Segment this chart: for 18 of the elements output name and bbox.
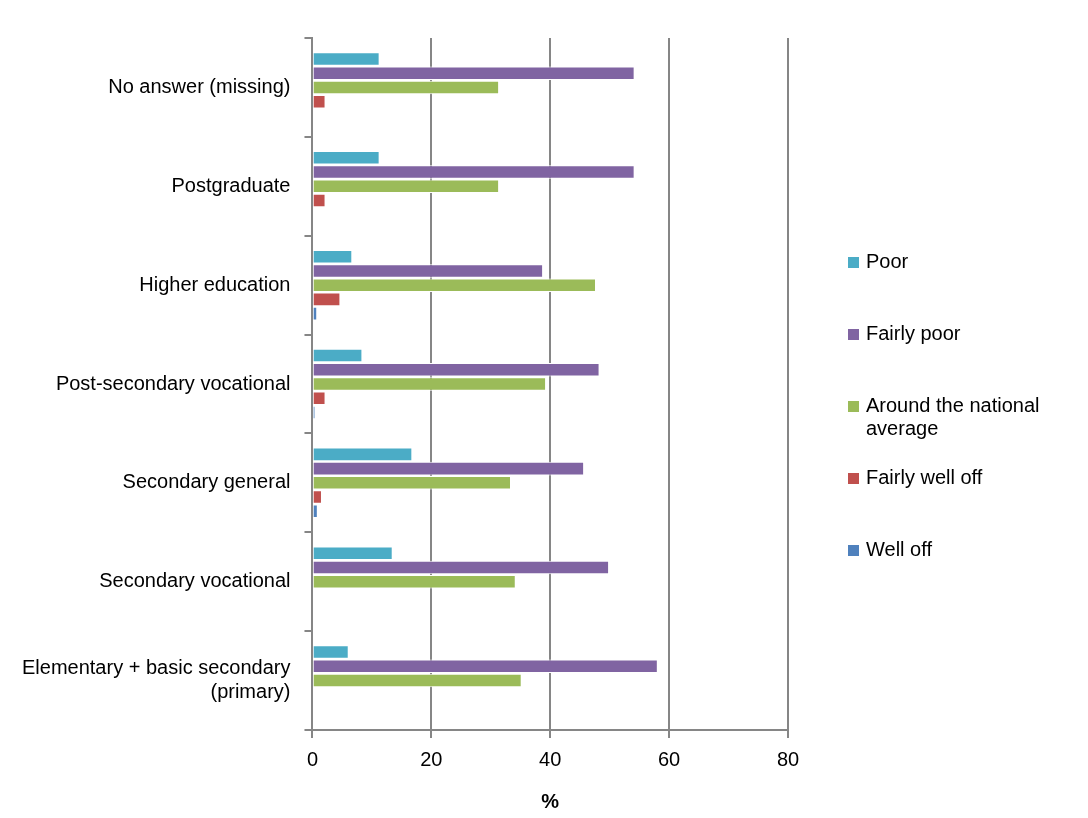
y-tick-label: Elementary + basic secondary (primary)	[22, 656, 291, 703]
x-tick-label: 40	[539, 747, 562, 770]
legend-label: Poor	[866, 250, 909, 273]
legend-label: Fairly poor	[866, 322, 961, 345]
legend-label: Fairly well off	[866, 466, 983, 489]
y-tick-label: No answer (missing)	[108, 74, 291, 97]
y-tick-label: Secondary vocational	[99, 569, 291, 592]
y-tick-label: Secondary general	[122, 470, 291, 493]
y-tick-label: Higher education	[139, 272, 291, 295]
x-tick-label: 80	[776, 747, 800, 770]
x-tick-label: 0	[306, 747, 319, 770]
x-axis-title: %	[541, 789, 560, 812]
legend-label: Around the national average	[866, 394, 1041, 440]
x-tick-label: 20	[420, 747, 443, 770]
y-tick-label: Postgraduate	[171, 173, 291, 196]
legend-label: Well off	[866, 538, 932, 561]
y-tick-label: Post-secondary vocational	[55, 371, 291, 394]
x-tick-label: 60	[657, 747, 681, 770]
